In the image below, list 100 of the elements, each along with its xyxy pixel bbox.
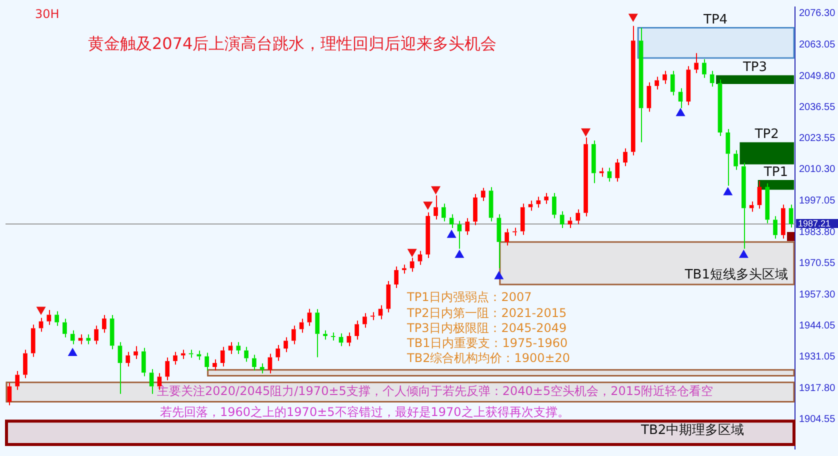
candlestick bbox=[734, 150, 738, 170]
candlestick bbox=[70, 330, 75, 345]
annotation: TP1日内强弱点：2007 bbox=[407, 289, 532, 306]
candlestick bbox=[141, 347, 146, 377]
candlestick bbox=[236, 342, 241, 354]
candlestick bbox=[702, 58, 706, 78]
candlestick bbox=[30, 324, 36, 358]
candlestick bbox=[362, 312, 367, 328]
band-label: TP1 bbox=[762, 164, 788, 180]
candlestick bbox=[536, 196, 541, 208]
candlestick bbox=[670, 70, 675, 96]
candlestick bbox=[457, 220, 462, 250]
band-label: TB2中期理多区域 bbox=[640, 422, 744, 438]
candlestick bbox=[592, 140, 596, 184]
candlestick bbox=[252, 354, 256, 372]
annotation: TB2综合机构均价：1900±20 bbox=[407, 350, 570, 367]
y-tick-label: 1997.05 bbox=[799, 195, 836, 206]
candlestick bbox=[149, 368, 154, 394]
y-tick-label: 2076.30 bbox=[799, 8, 836, 20]
point bbox=[723, 188, 732, 196]
candlestick bbox=[370, 312, 375, 321]
candlestick bbox=[520, 203, 525, 236]
y-tick-label: 1904.55 bbox=[799, 414, 836, 426]
candlestick bbox=[654, 76, 660, 90]
candlestick bbox=[480, 187, 486, 202]
candlestick bbox=[394, 266, 398, 289]
point bbox=[447, 230, 456, 238]
candlestick bbox=[686, 66, 691, 106]
candlestick bbox=[552, 192, 556, 219]
candlestick bbox=[291, 325, 296, 345]
candlestick bbox=[504, 228, 510, 246]
candlestick bbox=[86, 334, 91, 345]
candlestick bbox=[742, 162, 746, 250]
candlestick bbox=[496, 214, 502, 269]
candlestick bbox=[244, 346, 248, 362]
candlestick bbox=[410, 257, 414, 272]
candlestick bbox=[204, 352, 209, 372]
candlestick bbox=[134, 346, 138, 360]
candlestick bbox=[426, 212, 430, 259]
y-tick-label: 2036.55 bbox=[799, 102, 836, 114]
y-tick-label: 2063.05 bbox=[799, 39, 836, 50]
point bbox=[739, 250, 748, 258]
candlestick bbox=[323, 330, 328, 340]
y-tick-label: 2023.55 bbox=[799, 132, 836, 144]
candlestick bbox=[512, 227, 517, 236]
candlestick bbox=[434, 194, 438, 220]
candlestick bbox=[442, 203, 446, 222]
candlestick bbox=[196, 350, 202, 360]
annotation: 主要关注2020/2045阻力/1970±5支撑，个人倾向于若先反弹：2040±5空头机会，2015附近轻仓看空 bbox=[157, 383, 714, 400]
band-label: TP3 bbox=[742, 60, 768, 76]
y-tick-label: 1970.55 bbox=[799, 258, 836, 270]
point bbox=[431, 186, 440, 194]
band-label: TB1短线多头区域 bbox=[684, 267, 788, 282]
candlestick bbox=[284, 336, 288, 353]
candlestick bbox=[315, 308, 320, 358]
point bbox=[423, 202, 432, 210]
candlestick bbox=[638, 27, 644, 143]
candlestick bbox=[584, 136, 588, 217]
candlestick bbox=[330, 332, 336, 342]
y-tick-label: 2049.80 bbox=[799, 70, 836, 82]
candlestick bbox=[180, 349, 186, 360]
text: 黄金触及2074后上演高台跳水，理性回归后迎来多头机会 bbox=[88, 34, 497, 55]
candlestick bbox=[165, 357, 170, 381]
candlestick bbox=[449, 214, 454, 228]
candlestick bbox=[710, 70, 714, 88]
candlestick bbox=[346, 332, 352, 347]
candlestick bbox=[402, 264, 406, 274]
point bbox=[68, 348, 78, 356]
candlestick bbox=[126, 351, 130, 368]
candlestick bbox=[630, 25, 636, 156]
point bbox=[676, 108, 685, 116]
candlestick bbox=[576, 208, 580, 225]
annotation: TP3日内极限阻：2045-2049 bbox=[407, 320, 567, 337]
candlestick bbox=[488, 186, 494, 222]
candlestick bbox=[102, 314, 106, 334]
candlestick bbox=[212, 358, 217, 372]
y-tick-label: 1983.80 bbox=[799, 226, 836, 238]
candlestick bbox=[544, 192, 548, 204]
candlestick bbox=[568, 216, 572, 228]
candlestick bbox=[678, 88, 683, 109]
candlestick bbox=[268, 353, 272, 374]
candlestick bbox=[646, 82, 652, 112]
candlestick bbox=[780, 204, 786, 240]
candlestick bbox=[788, 204, 794, 228]
candlestick bbox=[354, 320, 359, 340]
point bbox=[455, 250, 464, 258]
annotation: TP2日内第一阻：2021-2015 bbox=[407, 305, 567, 322]
candlestick bbox=[220, 346, 225, 368]
y-tick-label: 1944.05 bbox=[799, 320, 836, 332]
candlestick bbox=[15, 370, 20, 390]
candlestick bbox=[615, 158, 620, 182]
candlestick bbox=[7, 382, 12, 406]
band-label: TP4 bbox=[702, 12, 728, 28]
candlestick bbox=[473, 193, 478, 226]
candlestick bbox=[765, 182, 770, 224]
y-tick-label: 1931.05 bbox=[799, 351, 836, 362]
candlestick bbox=[662, 70, 667, 84]
candlestick bbox=[726, 128, 730, 186]
candlestick bbox=[623, 148, 628, 167]
candlestick bbox=[23, 349, 28, 379]
